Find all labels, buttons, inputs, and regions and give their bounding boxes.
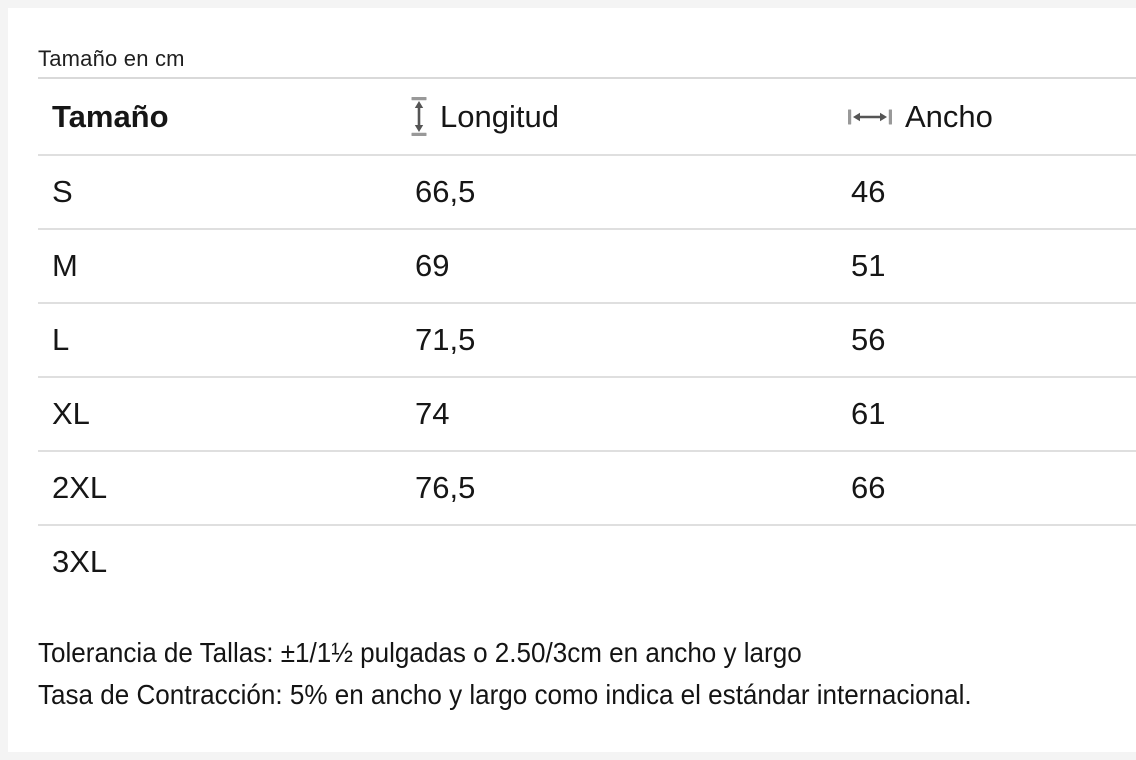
width-cell: 61 <box>851 396 886 431</box>
table-row: XL 74 61 <box>38 376 1136 450</box>
length-cell: 74 <box>415 396 450 431</box>
table-row: L 71,5 56 <box>38 302 1136 376</box>
size-cell: S <box>52 174 73 209</box>
width-cell: 56 <box>851 322 886 357</box>
size-chart-panel: Tamaño en cm Tamaño Longitud <box>8 8 1136 752</box>
width-cell: 66 <box>851 470 886 505</box>
size-chart-title: Tamaño en cm <box>38 46 185 71</box>
column-header-length: Longitud <box>410 96 847 137</box>
column-header-size: Tamaño <box>52 98 169 134</box>
size-cell: 2XL <box>52 470 108 505</box>
table-row: M 69 51 <box>38 228 1136 302</box>
shrinkage-note: Tasa de Contracción: 5% en ancho y largo… <box>38 679 972 710</box>
width-cell: 46 <box>851 174 886 209</box>
length-cell: 76,5 <box>415 470 476 505</box>
table-row: S 66,5 46 <box>38 154 1136 228</box>
size-cell: L <box>52 322 70 357</box>
length-cell: 69 <box>415 248 450 283</box>
footer-notes: Tolerancia de Tallas: ±1/1½ pulgadas o 2… <box>38 632 1136 716</box>
column-header-width: Ancho <box>847 99 1136 135</box>
column-header-length-label: Longitud <box>440 98 559 134</box>
size-table: Tamaño Longitud <box>38 77 1136 598</box>
table-row: 3XL <box>38 524 1136 598</box>
size-chart-content: Tamaño en cm Tamaño Longitud <box>8 46 1136 716</box>
table-header-row: Tamaño Longitud <box>38 79 1136 154</box>
size-cell: 3XL <box>52 544 108 579</box>
size-cell: XL <box>52 396 90 431</box>
width-cell: 51 <box>851 248 886 283</box>
horizontal-measure-icon <box>847 108 893 126</box>
size-cell: M <box>52 248 78 283</box>
table-row: 2XL 76,5 66 <box>38 450 1136 524</box>
length-cell: 66,5 <box>415 174 476 209</box>
length-cell: 71,5 <box>415 322 476 357</box>
vertical-measure-icon <box>410 96 428 137</box>
column-header-width-label: Ancho <box>905 98 993 134</box>
tolerance-note: Tolerancia de Tallas: ±1/1½ pulgadas o 2… <box>38 637 802 668</box>
